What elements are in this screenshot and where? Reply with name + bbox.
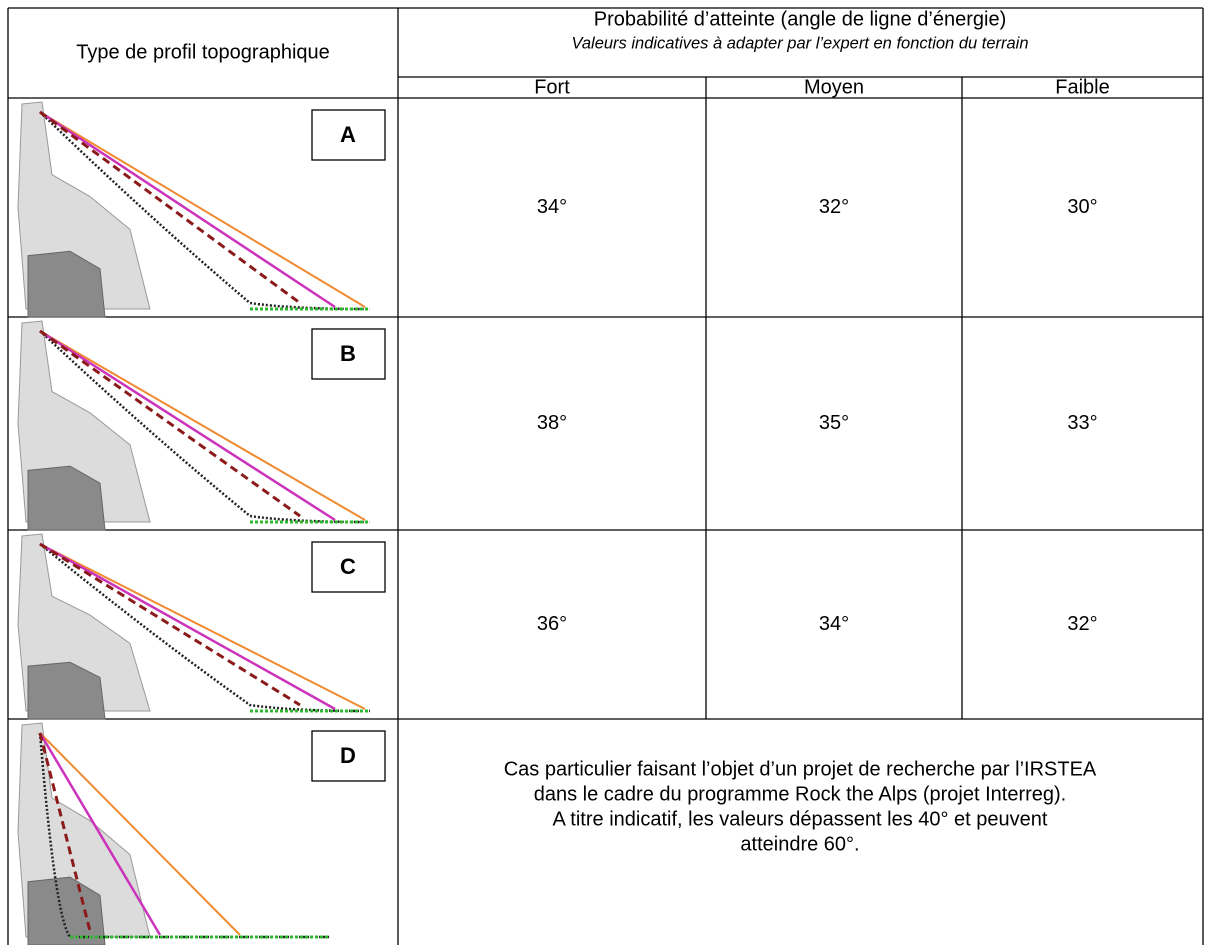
profile-label: A [340,122,356,147]
line-fort [39,330,366,521]
cliff-dark [27,661,106,720]
line-moyen [38,732,162,936]
cell-value: 33° [1067,412,1097,434]
line-fort [39,543,366,710]
profile-illustration [17,101,371,318]
line-faible [38,732,92,932]
profile-illustration [17,722,330,945]
cell-value: 30° [1067,196,1097,218]
line-moyen [39,110,336,309]
profile-illustration [17,320,371,531]
cliff-dark [27,465,106,531]
cell-value: 34° [537,196,567,218]
label-box [311,109,386,161]
cell-value: 32° [1067,613,1097,635]
column-header: Moyen [804,76,864,98]
line-moyen [39,542,336,711]
note-line: Cas particulier faisant l’objet d’un pro… [504,758,1097,780]
cliff-dark [27,876,106,945]
note-line: atteindre 60°. [740,833,859,855]
cell-value: 34° [819,613,849,635]
line-fort [39,732,241,936]
line-fort [39,111,366,308]
column-header: Fort [534,76,570,98]
cell-value: 36° [537,613,567,635]
cliff-dark [27,250,106,318]
label-box [311,730,386,782]
cell-value: 32° [819,196,849,218]
terrain [39,111,371,311]
line-faible [39,329,301,518]
terrain [39,543,371,713]
profile-label: C [340,554,356,579]
profile-label: D [340,743,356,768]
label-box [311,328,386,380]
header-subtitle: Valeurs indicatives à adapter par l’expe… [571,34,1028,52]
profile-illustration [17,533,371,720]
note-line: dans le cadre du programme Rock the Alps… [534,783,1066,805]
line-moyen [39,329,336,522]
line-faible [39,542,301,707]
cell-value: 38° [537,412,567,434]
header-title: Probabilité d’atteinte (angle de ligne d… [594,8,1007,30]
column-header: Faible [1055,76,1109,98]
header-first-column: Type de profil topographique [76,41,330,63]
label-box [311,541,386,593]
cell-value: 35° [819,412,849,434]
profile-label: B [340,341,356,366]
terrain [39,330,371,524]
line-faible [39,110,301,305]
note-line: A titre indicatif, les valeurs dépassent… [553,808,1048,830]
